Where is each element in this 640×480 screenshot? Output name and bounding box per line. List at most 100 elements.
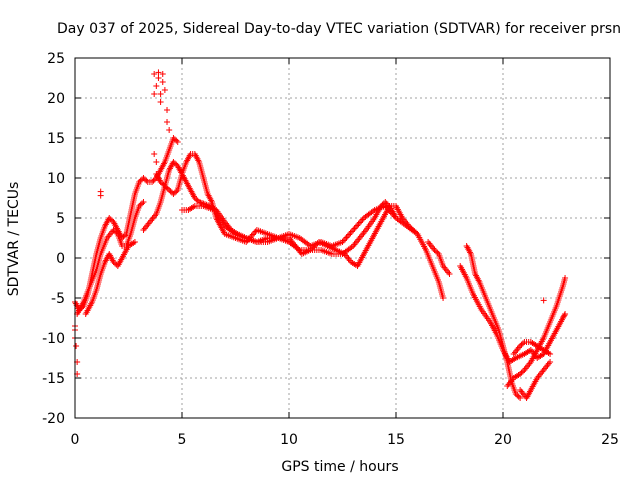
data-point <box>197 199 204 206</box>
data-point <box>159 71 166 77</box>
data-point <box>440 295 447 301</box>
data-point <box>174 139 181 145</box>
data-point <box>356 219 363 226</box>
y-tick-label: 25 <box>47 51 65 67</box>
data-point <box>547 359 554 365</box>
data-point <box>347 230 354 236</box>
data-point <box>166 127 173 133</box>
y-tick-label: -5 <box>51 291 65 307</box>
data-point <box>540 297 547 304</box>
y-tick-label: 20 <box>47 91 65 107</box>
data-point <box>167 188 174 195</box>
data-point <box>560 313 567 320</box>
data-point <box>346 231 353 238</box>
series-track-7 <box>425 239 453 277</box>
data-point <box>249 231 256 238</box>
data-point <box>517 395 524 401</box>
data-point <box>164 119 171 125</box>
data-point <box>137 201 144 208</box>
x-tick-label: 0 <box>71 432 80 448</box>
plot-frame <box>74 57 611 419</box>
data-point <box>155 75 162 81</box>
y-tick-label: -20 <box>42 411 65 427</box>
data-point <box>434 249 441 256</box>
data-point <box>171 160 178 167</box>
data-point <box>515 393 522 400</box>
data-point <box>198 200 205 207</box>
data-point <box>153 159 160 165</box>
data-point <box>342 236 349 242</box>
series-track-2 <box>74 199 147 317</box>
data-point <box>344 233 351 239</box>
series-track-10 <box>504 275 569 389</box>
y-tick-label: 5 <box>56 211 65 227</box>
data-point <box>562 275 569 281</box>
data-point <box>562 311 569 317</box>
data-point <box>191 195 198 201</box>
x-tick-label: 25 <box>601 432 619 448</box>
data-point <box>151 151 158 157</box>
data-point <box>97 188 104 195</box>
data-point <box>160 181 167 188</box>
data-point <box>171 189 178 196</box>
data-point <box>561 312 568 319</box>
data-marks <box>72 69 569 401</box>
data-point <box>139 200 146 207</box>
data-point <box>107 216 114 223</box>
data-point <box>153 83 160 89</box>
data-point <box>547 351 554 357</box>
data-point <box>157 91 164 97</box>
data-point <box>352 224 359 230</box>
data-point <box>166 187 173 193</box>
x-tick-label: 5 <box>178 432 187 448</box>
data-point <box>358 218 365 224</box>
grid-layer <box>75 58 610 418</box>
data-point <box>110 259 117 265</box>
data-point <box>359 216 366 223</box>
data-point <box>170 191 177 197</box>
data-point <box>113 229 120 236</box>
y-tick-label: 15 <box>47 131 65 147</box>
series-track-11 <box>510 339 554 357</box>
x-axis-label: GPS time / hours <box>281 459 398 475</box>
data-point <box>151 91 158 97</box>
data-point <box>350 227 357 233</box>
data-point <box>351 225 358 232</box>
data-point <box>159 79 166 85</box>
axis-ticks: 0 5 10 15 20 25 -20 -15 -10 -5 0 5 10 15 20 25 <box>42 51 619 448</box>
data-point <box>111 228 118 235</box>
y-tick-label: -10 <box>42 331 65 347</box>
data-point <box>348 228 355 235</box>
data-point <box>159 180 166 187</box>
data-point <box>193 196 200 203</box>
data-point <box>446 271 453 277</box>
chart-title: Day 037 of 2025, Sidereal Day-to-day VTE… <box>57 21 621 37</box>
series-track-8 <box>463 243 524 401</box>
data-point <box>517 371 524 377</box>
data-point <box>106 215 113 221</box>
data-point <box>141 176 148 183</box>
series-track-12 <box>517 359 554 401</box>
data-point <box>355 221 362 227</box>
data-point <box>431 247 438 253</box>
data-point <box>173 137 180 144</box>
data-point <box>157 99 164 105</box>
series-isolated <box>72 69 547 377</box>
data-point <box>161 183 168 189</box>
data-point <box>164 185 171 192</box>
data-point <box>170 135 177 141</box>
data-point <box>414 231 421 237</box>
data-point <box>161 87 168 93</box>
series-track-3 <box>82 239 138 317</box>
data-point <box>512 391 519 397</box>
data-point <box>517 343 524 349</box>
data-point <box>140 199 147 205</box>
data-point <box>140 175 147 181</box>
data-point <box>155 69 162 76</box>
data-point <box>121 232 128 239</box>
data-point <box>164 107 171 113</box>
data-point <box>519 340 526 347</box>
data-point <box>151 71 158 77</box>
series-track-6 <box>179 203 421 249</box>
data-point <box>518 341 525 348</box>
